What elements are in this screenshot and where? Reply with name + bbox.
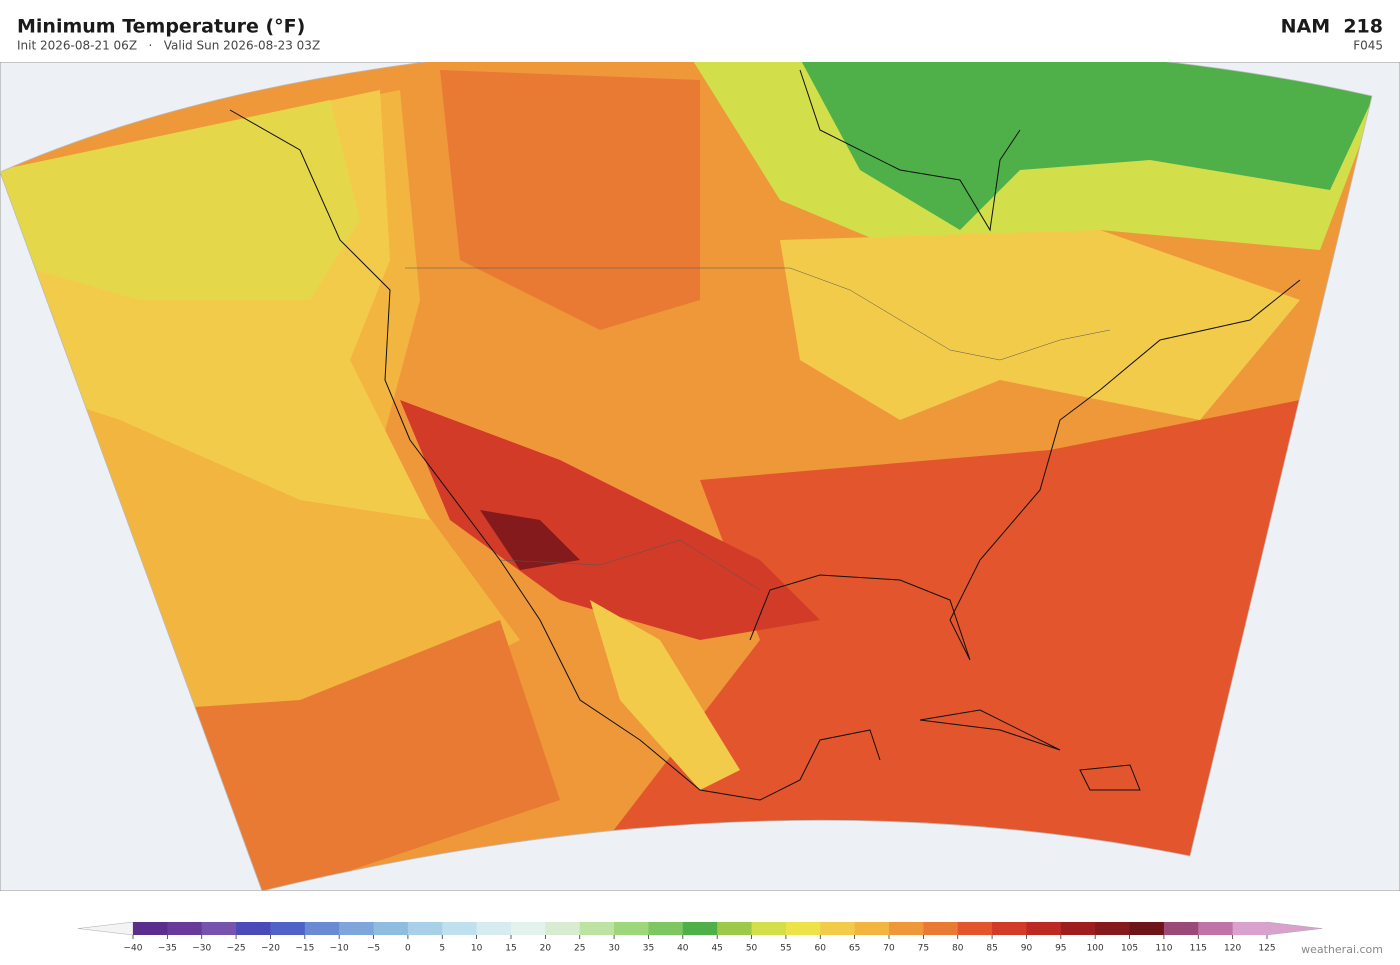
forecast-hour: F045 (1353, 39, 1383, 53)
colorbar-tick-label: 55 (780, 944, 791, 954)
colorbar-segment (1129, 922, 1165, 935)
colorbar-segment (545, 922, 581, 935)
colorbar-tick-label: −5 (367, 944, 380, 954)
colorbar-tick-label: 50 (746, 944, 758, 954)
colorbar-tick-label: 115 (1190, 944, 1207, 954)
southwest-hot (400, 400, 820, 640)
colorbar-tick-label: 75 (918, 944, 929, 954)
colorbar-segment (1198, 922, 1234, 935)
colorbar-over (1266, 921, 1323, 936)
colorbar-segment (1232, 922, 1268, 935)
colorbar-tick-label: −10 (330, 944, 349, 954)
colorbar-segment (270, 922, 306, 935)
colorbar-tick-label: 85 (986, 944, 997, 954)
colorbar-tick-label: 20 (540, 944, 552, 954)
colorbar-tick-label: 60 (815, 944, 827, 954)
colorbar-segment (304, 922, 340, 935)
colorbar-tick-label: −30 (192, 944, 211, 954)
colorbar-segment (579, 922, 615, 935)
colorbar-segment (407, 922, 443, 935)
colorbar-tick-label: 5 (439, 944, 445, 954)
pacific-cool (0, 100, 360, 300)
colorbar-tick-label: 35 (643, 944, 654, 954)
colorbar-segment (167, 922, 203, 935)
colorbar-segment (476, 922, 512, 935)
colorbar-segment (785, 922, 821, 935)
colorbar-segment (339, 922, 375, 935)
coastlines (229, 69, 1301, 801)
hudson-cool (790, 62, 1372, 230)
colorbar-tick-label: 80 (952, 944, 964, 954)
colorbar-segment (682, 922, 718, 935)
colorbar-segment (373, 922, 409, 935)
colorbar-tick-label: 0 (405, 944, 411, 954)
colorbar-tick-label: 40 (677, 944, 689, 954)
colorbar-segment (1163, 922, 1199, 935)
desert-hottest (480, 510, 580, 570)
atlantic-gulf-warm (560, 400, 1300, 891)
colorbar-tick-label: 120 (1224, 944, 1241, 954)
colorbar-tick-label: 70 (883, 944, 895, 954)
colorbar-segment (442, 922, 478, 935)
pacific-south (0, 620, 560, 891)
borders (405, 267, 1111, 591)
colorbar-tick-label: 25 (574, 944, 585, 954)
colorbar-segment (614, 922, 649, 935)
colorbar-segment (957, 922, 993, 935)
colorbar-tick-label: 15 (505, 944, 516, 954)
mexico-highlands (590, 600, 740, 790)
colorbar-tick-label: 105 (1121, 944, 1138, 954)
colorbar-segment (1026, 922, 1062, 935)
temperature-field (0, 62, 1372, 891)
colorbar: −40 −35 −30 −25 −20 −15 −10 −5 0 5 10 15 20 25 30 35 40 4… (77, 921, 1323, 954)
colorbar-tick-label: −40 (124, 944, 143, 954)
colorbar-tick-label: −15 (295, 944, 314, 954)
colorbar-tick-label: −25 (227, 944, 246, 954)
colorbar-segment (854, 922, 890, 935)
title: Minimum Temperature (°F) (17, 16, 305, 38)
colorbar-tick-label: −20 (261, 944, 280, 954)
subtitle: Init 2026-08-21 06Z · Valid Sun 2026-08-… (17, 39, 320, 53)
colorbar-segment (923, 922, 959, 935)
colorbar-segment (201, 922, 237, 935)
colorbar-segment (992, 922, 1027, 935)
colorbar-tick-label: 95 (1055, 944, 1066, 954)
colorbar-tick-label: 100 (1087, 944, 1104, 954)
map (0, 62, 1400, 891)
colorbar-tick-label: 45 (711, 944, 722, 954)
watermark: weatherai.com (1301, 943, 1383, 956)
colorbar-tick-label: 110 (1155, 944, 1172, 954)
colorbar-segment (717, 922, 753, 935)
great-lakes-mild (780, 230, 1300, 420)
colorbar-segment (889, 922, 924, 935)
colorbar-segment (820, 922, 856, 935)
colorbar-tick-label: 65 (849, 944, 860, 954)
colorbar-under (77, 921, 134, 936)
colorbar-tick-label: 90 (1021, 944, 1033, 954)
canada-west-warm (440, 70, 700, 330)
colorbar-segment (1060, 922, 1096, 935)
colorbar-segment (133, 922, 168, 935)
colorbar-tick-label: 10 (471, 944, 483, 954)
colorbar-segment (1095, 922, 1131, 935)
model-name: NAM 218 (1281, 16, 1383, 38)
colorbar-segment (751, 922, 787, 935)
colorbar-tick-label: 125 (1258, 944, 1275, 954)
colorbar-tick-label: −35 (158, 944, 177, 954)
colorbar-segment (511, 922, 546, 935)
colorbar-segment (648, 922, 684, 935)
domain-outline (0, 62, 1373, 891)
colorbar-tick-label: 30 (608, 944, 620, 954)
colorbar-segment (236, 922, 271, 935)
